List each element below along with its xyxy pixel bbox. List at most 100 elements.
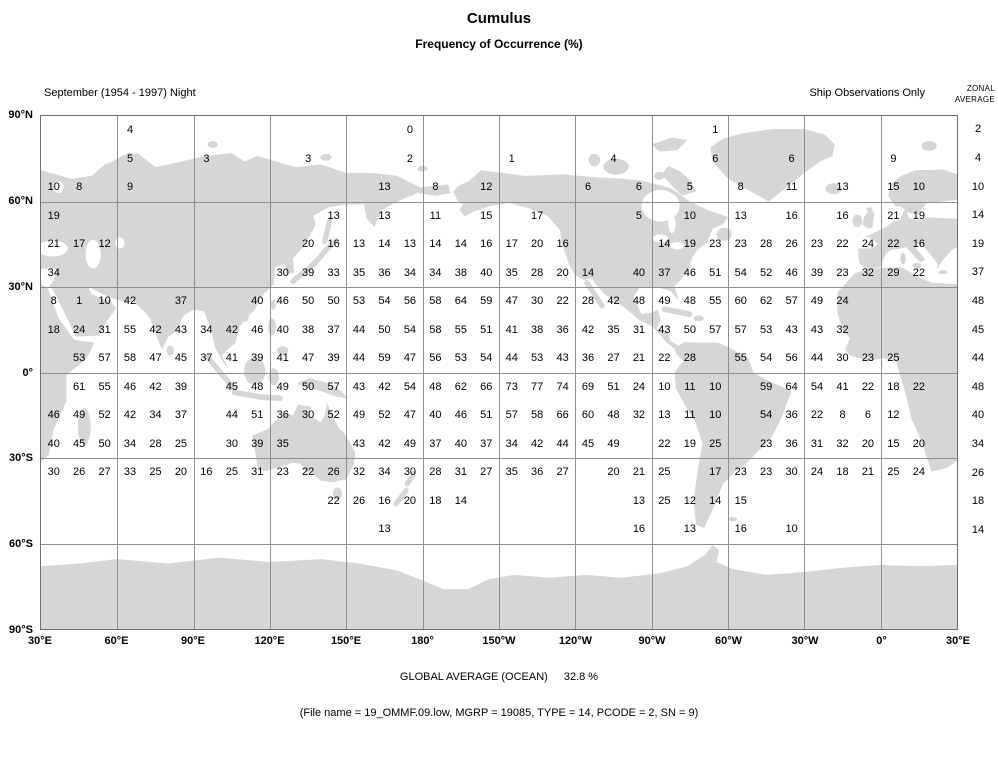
grid-value: 33 bbox=[327, 266, 340, 279]
grid-value: 13 bbox=[658, 409, 671, 422]
grid-value: 36 bbox=[785, 437, 798, 450]
gridline-horizontal bbox=[41, 543, 957, 545]
zonal-average-value: 48 bbox=[971, 294, 985, 307]
grid-value: 42 bbox=[225, 323, 238, 336]
grid-value: 28 bbox=[683, 352, 696, 365]
grid-value: 3 bbox=[203, 152, 210, 165]
zonal-average-value: 4 bbox=[974, 151, 982, 164]
grid-value: 18 bbox=[429, 494, 442, 507]
grid-value: 54 bbox=[760, 352, 773, 365]
zonal-average-value: 26 bbox=[971, 466, 985, 479]
grid-value: 15 bbox=[734, 494, 747, 507]
grid-value: 53 bbox=[454, 352, 467, 365]
grid-value: 51 bbox=[480, 323, 493, 336]
grid-value: 1 bbox=[712, 124, 719, 137]
grid-value: 1 bbox=[508, 152, 515, 165]
grid-value: 14 bbox=[709, 494, 722, 507]
zonal-average-value: 37 bbox=[971, 266, 985, 279]
grid-value: 20 bbox=[912, 437, 925, 450]
grid-value: 24 bbox=[861, 238, 875, 251]
grid-value: 16 bbox=[327, 238, 340, 251]
grid-value: 26 bbox=[352, 494, 366, 507]
grid-value: 57 bbox=[327, 380, 340, 393]
grid-value: 40 bbox=[276, 323, 289, 336]
global-average-value: 32.8 % bbox=[563, 671, 599, 683]
grid-value: 48 bbox=[683, 295, 696, 308]
grid-value: 50 bbox=[378, 323, 391, 336]
grid-value: 10 bbox=[683, 209, 696, 222]
grid-value: 37 bbox=[658, 266, 671, 279]
grid-value: 21 bbox=[632, 352, 646, 365]
grid-value: 38 bbox=[302, 323, 315, 336]
grid-value: 49 bbox=[810, 295, 824, 308]
grid-value: 33 bbox=[123, 466, 137, 479]
chart-subtitle: Frequency of Occurrence (%) bbox=[415, 37, 583, 51]
grid-value: 41 bbox=[836, 380, 849, 393]
grid-value: 20 bbox=[607, 466, 620, 479]
grid-value: 15 bbox=[887, 437, 900, 450]
x-tick-label: 30°E bbox=[28, 635, 52, 647]
grid-value: 15 bbox=[887, 181, 900, 194]
grid-value: 35 bbox=[505, 266, 518, 279]
grid-value: 18 bbox=[47, 323, 60, 336]
grid-value: 5 bbox=[126, 152, 134, 165]
grid-value: 24 bbox=[810, 466, 824, 479]
grid-value: 27 bbox=[480, 466, 493, 479]
x-tick-label: 60°E bbox=[104, 635, 129, 647]
grid-value: 20 bbox=[556, 266, 569, 279]
grid-value: 11 bbox=[785, 181, 798, 194]
grid-value: 19 bbox=[683, 238, 696, 251]
grid-value: 47 bbox=[302, 352, 315, 365]
grid-value: 58 bbox=[429, 323, 442, 336]
y-tick-label: 60°N bbox=[8, 194, 33, 207]
grid-value: 6 bbox=[864, 409, 871, 422]
grid-value: 31 bbox=[98, 323, 111, 336]
grid-value: 22 bbox=[302, 466, 315, 479]
grid-value: 13 bbox=[683, 523, 696, 536]
grid-value: 46 bbox=[276, 295, 289, 308]
grid-value: 10 bbox=[709, 380, 722, 393]
grid-value: 51 bbox=[251, 409, 264, 422]
grid-value: 41 bbox=[276, 352, 289, 365]
grid-value: 27 bbox=[607, 352, 620, 365]
grid-value: 13 bbox=[378, 181, 391, 194]
grid-value: 39 bbox=[174, 380, 188, 393]
grid-value: 43 bbox=[174, 323, 188, 336]
grid-value: 47 bbox=[403, 409, 417, 422]
gridline-horizontal bbox=[41, 372, 957, 374]
grid-value: 13 bbox=[378, 523, 391, 536]
grid-value: 15 bbox=[480, 209, 493, 222]
grid-value: 59 bbox=[760, 380, 773, 393]
grid-value: 49 bbox=[352, 409, 366, 422]
grid-value: 54 bbox=[378, 295, 391, 308]
grid-value: 53 bbox=[760, 323, 773, 336]
grid-value: 54 bbox=[480, 352, 493, 365]
grid-value: 47 bbox=[403, 352, 417, 365]
grid-value: 58 bbox=[531, 409, 544, 422]
zonal-average-value: 18 bbox=[971, 495, 985, 508]
grid-value: 12 bbox=[98, 238, 111, 251]
grid-value: 24 bbox=[73, 323, 86, 336]
grid-value: 30 bbox=[836, 352, 849, 365]
grid-value: 43 bbox=[785, 323, 798, 336]
grid-value: 37 bbox=[480, 437, 493, 450]
grid-value: 36 bbox=[581, 352, 595, 365]
grid-value: 22 bbox=[327, 494, 340, 507]
grid-value: 40 bbox=[47, 437, 60, 450]
grid-value: 12 bbox=[683, 494, 696, 507]
grid-value: 55 bbox=[709, 295, 722, 308]
grid-value: 48 bbox=[251, 380, 264, 393]
grid-value: 52 bbox=[327, 409, 340, 422]
grid-value: 16 bbox=[912, 238, 925, 251]
grid-value: 57 bbox=[505, 409, 518, 422]
grid-value: 42 bbox=[123, 295, 137, 308]
grid-value: 42 bbox=[149, 323, 162, 336]
zonal-average-value: 14 bbox=[971, 209, 985, 222]
grid-value: 10 bbox=[658, 380, 671, 393]
grid-value: 64 bbox=[785, 380, 798, 393]
grid-value: 61 bbox=[73, 380, 86, 393]
y-tick-label: 90°N bbox=[8, 109, 33, 121]
grid-value: 28 bbox=[581, 295, 595, 308]
grid-overlay bbox=[41, 116, 957, 629]
grid-value: 56 bbox=[403, 295, 417, 308]
